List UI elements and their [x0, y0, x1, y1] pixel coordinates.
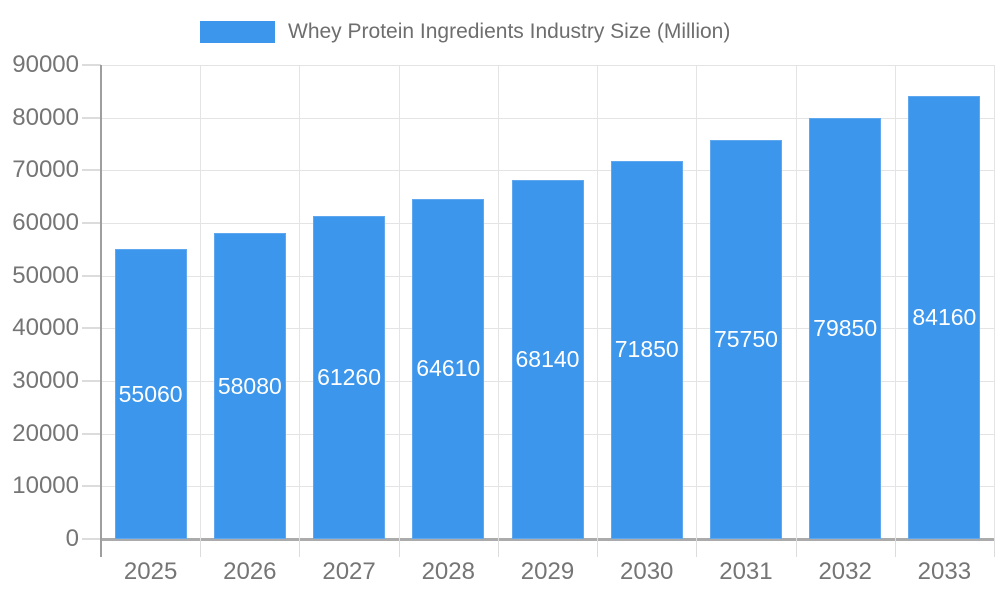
bar[interactable]: 58080: [213, 233, 286, 539]
y-axis-label: 30000: [12, 367, 79, 394]
y-axis-tick: [82, 380, 101, 382]
bar[interactable]: 68140: [511, 180, 584, 539]
x-axis-label: 2031: [719, 558, 773, 585]
y-axis-label: 40000: [12, 314, 79, 342]
gridline-vertical: [200, 65, 202, 539]
y-axis-label: 70000: [12, 156, 79, 184]
y-axis-tick: [82, 274, 101, 277]
y-axis-label: 10000: [12, 472, 79, 500]
gridline-vertical: [994, 65, 995, 539]
bar[interactable]: 84160: [908, 95, 981, 539]
x-axis-tick: [994, 539, 995, 557]
x-axis-label: 2027: [322, 558, 376, 585]
gridline-horizontal: [101, 170, 994, 172]
y-axis-label: 50000: [12, 261, 79, 289]
x-axis-label: 2026: [223, 558, 277, 585]
bar[interactable]: 71850: [610, 160, 683, 539]
x-axis-label: 2029: [520, 558, 575, 585]
y-axis-tick: [82, 327, 101, 330]
x-axis-tick: [497, 539, 499, 557]
legend[interactable]: Whey Protein Ingredients Industry Size (…: [200, 21, 730, 43]
y-axis-label: 80000: [12, 103, 79, 131]
y-axis-tick: [82, 432, 101, 435]
gridline-vertical: [894, 65, 896, 539]
bar[interactable]: 79850: [809, 118, 882, 539]
y-axis-tick: [82, 485, 101, 488]
bar-value-label: 68140: [515, 346, 580, 373]
x-axis-tick: [200, 539, 202, 557]
x-axis-tick: [299, 539, 301, 557]
x-axis-tick: [696, 539, 698, 557]
x-axis-label: 2032: [818, 558, 872, 585]
y-axis-tick: [82, 222, 101, 224]
bar[interactable]: 61260: [313, 216, 386, 539]
x-axis-label: 2033: [917, 558, 972, 585]
gridline-vertical: [299, 65, 301, 539]
y-axis-label: 0: [65, 525, 79, 552]
bar[interactable]: 64610: [412, 198, 485, 539]
x-axis-label: 2030: [620, 558, 674, 585]
gridline-vertical: [497, 65, 499, 539]
gridline-vertical: [597, 65, 599, 539]
bar-value-label: 64610: [416, 355, 481, 382]
y-axis-tick: [82, 116, 101, 119]
bar[interactable]: 75750: [709, 140, 782, 539]
bar-value-label: 58080: [217, 372, 282, 399]
y-axis-line: [100, 65, 102, 557]
bar-value-label: 61260: [317, 364, 382, 391]
y-axis-tick: [82, 169, 101, 172]
legend-label: Whey Protein Ingredients Industry Size (…: [288, 20, 731, 43]
x-axis-tick: [894, 539, 896, 557]
bar-value-label: 71850: [614, 336, 679, 363]
bar-value-label: 55060: [118, 380, 183, 407]
y-axis-tick: [82, 538, 101, 540]
bar-value-label: 79850: [813, 315, 878, 342]
x-axis-label: 2028: [421, 558, 475, 585]
legend-swatch[interactable]: [200, 21, 275, 43]
y-axis-label: 20000: [12, 419, 79, 447]
gridline-vertical: [398, 65, 400, 539]
gridline-vertical: [696, 65, 698, 539]
x-axis-label: 2025: [123, 558, 178, 585]
y-axis-tick: [82, 64, 101, 66]
bar-value-label: 75750: [713, 326, 778, 353]
x-axis-tick: [398, 539, 400, 557]
y-axis-label: 60000: [12, 209, 79, 236]
bar-value-label: 84160: [912, 303, 977, 330]
gridline-vertical: [795, 65, 797, 539]
gridline-horizontal: [101, 117, 994, 119]
gridline-horizontal: [101, 65, 994, 66]
bar[interactable]: 55060: [114, 249, 187, 539]
x-axis-tick: [597, 539, 599, 557]
x-axis-tick: [795, 539, 797, 557]
x-axis-line: [101, 538, 994, 541]
y-axis-label: 90000: [12, 51, 79, 78]
